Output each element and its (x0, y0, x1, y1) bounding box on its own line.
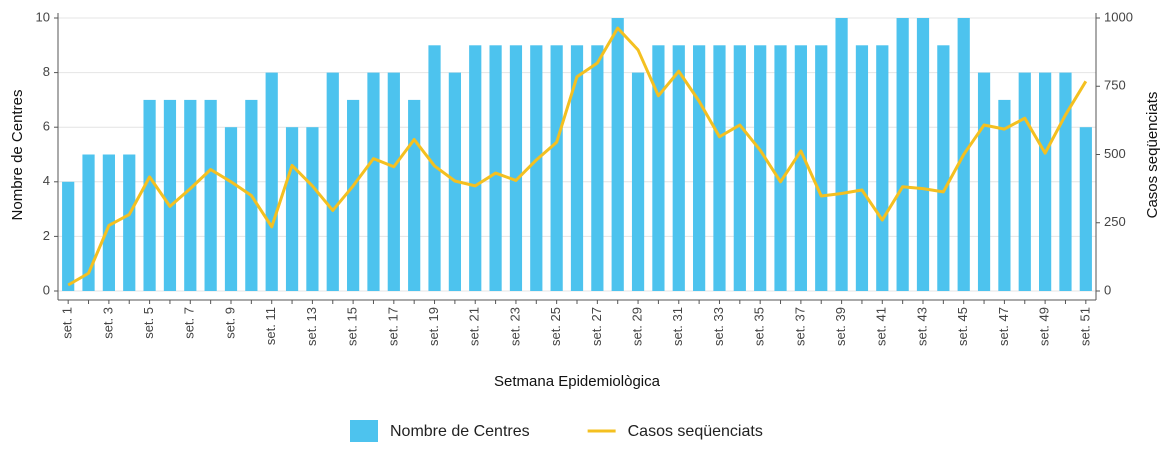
y2-tick-label: 1000 (1104, 9, 1133, 24)
bar (631, 72, 645, 291)
bar (428, 45, 441, 291)
x-tick-label: set. 5 (141, 307, 156, 339)
y-tick-label: 4 (43, 173, 50, 188)
bar (82, 154, 95, 291)
bar (408, 99, 421, 292)
bar (815, 45, 828, 291)
x-tick-label: set. 17 (385, 307, 400, 346)
x-tick-label: set. 43 (914, 307, 929, 346)
x-tick-label: set. 45 (955, 307, 970, 346)
x-tick-label: set. 21 (467, 307, 482, 346)
y-tick-label: 2 (43, 228, 50, 243)
bar (102, 154, 115, 291)
x-tick-label: set. 25 (548, 307, 563, 346)
x-tick-label: set. 37 (792, 307, 807, 346)
bar (1079, 127, 1092, 291)
x-tick-label: set. 15 (345, 307, 360, 346)
y-axis-title: Nombre de Centres (9, 90, 26, 221)
x-tick-label: set. 31 (670, 307, 685, 346)
bar (184, 99, 197, 292)
y-tick-label: 6 (43, 119, 50, 134)
x-tick-label: set. 11 (263, 307, 278, 345)
bar (306, 127, 319, 291)
bar (285, 127, 299, 291)
y-tick-label: 10 (36, 9, 50, 24)
y2-tick-label: 0 (1104, 282, 1111, 297)
bar (1059, 72, 1072, 291)
line (67, 26, 1088, 287)
bar (876, 45, 889, 291)
x-tick-label: set. 23 (507, 307, 522, 346)
y-tick-label: 8 (43, 64, 50, 79)
legend-label: Nombre de Centres (390, 423, 530, 440)
bar (693, 45, 706, 291)
bar (530, 45, 543, 291)
y-tick-label: 0 (43, 282, 50, 297)
bar (937, 45, 950, 291)
x-tick-label: set. 39 (833, 307, 848, 346)
y2-axis-title: Casos seqüenciats (1144, 92, 1161, 219)
x-tick-label: set. 51 (1077, 307, 1092, 346)
bar (591, 45, 604, 291)
bar (387, 72, 400, 291)
x-tick-label: set. 1 (60, 307, 75, 339)
bar (794, 45, 807, 291)
x-tick-label: set. 41 (874, 307, 889, 346)
bar (896, 18, 909, 291)
x-tick-label: set. 29 (629, 307, 644, 346)
x-tick-label: set. 3 (100, 307, 115, 339)
bar (855, 45, 869, 291)
bar (62, 181, 75, 291)
bar (916, 18, 930, 291)
bar (570, 45, 584, 291)
bar (733, 45, 746, 291)
x-tick-label: set. 49 (1037, 307, 1052, 346)
x-tick-label: set. 35 (752, 307, 767, 346)
bar (754, 45, 767, 291)
x-tick-label: set. 9 (222, 307, 237, 339)
bar (469, 45, 482, 291)
x-tick-label: set. 27 (589, 307, 604, 346)
x-axis-title: Setmana Epidemiològica (494, 373, 661, 390)
y2-tick-label: 500 (1104, 146, 1126, 161)
legend-label: Casos seqüenciats (628, 423, 763, 440)
y2-tick-label: 750 (1104, 78, 1126, 93)
bar (367, 72, 380, 291)
bar (774, 45, 787, 291)
x-tick-label: set. 7 (182, 307, 197, 339)
bar (224, 127, 238, 291)
bar (977, 72, 991, 291)
bar (998, 99, 1011, 292)
bar (835, 18, 848, 291)
bar (347, 99, 360, 292)
bar (509, 45, 523, 291)
bar (123, 154, 136, 291)
bar (143, 99, 156, 292)
bar (204, 99, 217, 292)
x-tick-label: set. 33 (711, 307, 726, 346)
bar (1018, 72, 1031, 291)
bar (489, 45, 502, 291)
bar (652, 45, 665, 291)
bar (163, 99, 177, 292)
bar (550, 45, 563, 291)
bar (611, 18, 624, 291)
bar (326, 72, 339, 291)
y2-tick-label: 250 (1104, 214, 1126, 229)
legend-swatch (350, 420, 378, 442)
x-tick-label: set. 13 (304, 307, 319, 346)
bar (672, 45, 685, 291)
x-tick-label: set. 19 (426, 307, 441, 346)
bar (713, 45, 726, 291)
bar (265, 72, 278, 291)
x-tick-label: set. 47 (996, 307, 1011, 346)
bar (1039, 72, 1052, 291)
